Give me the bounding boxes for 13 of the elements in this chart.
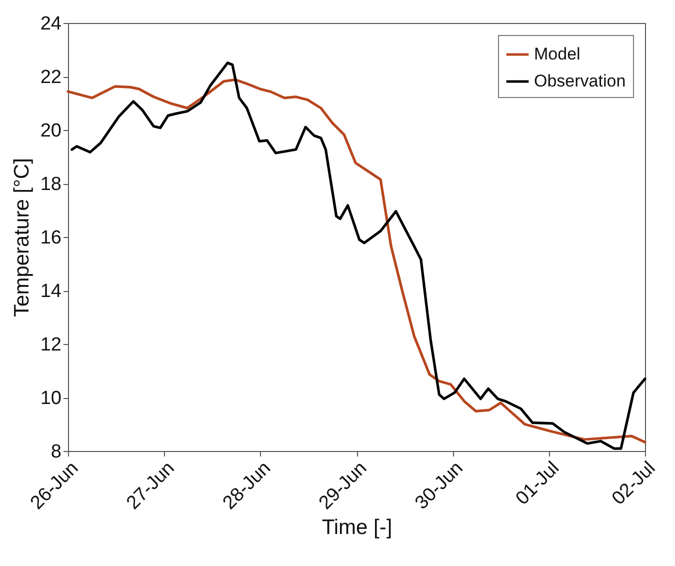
y-tick-label: 18	[40, 174, 62, 195]
y-tick-label: 10	[40, 388, 62, 409]
y-tick-label: 8	[50, 442, 62, 462]
y-tick-label: 12	[40, 334, 62, 356]
y-tick-label: 20	[40, 120, 62, 142]
y-tick-label: 14	[40, 281, 62, 302]
y-tick-label: 16	[40, 228, 62, 248]
y-tick-label: 22	[40, 67, 62, 88]
y-axis-title: Temperature [°C]	[10, 158, 34, 317]
x-axis-title: Time [-]	[322, 516, 392, 540]
legend-label: Model	[534, 44, 580, 64]
legend-label: Observation	[534, 72, 626, 90]
y-tick-label: 24	[40, 14, 62, 34]
